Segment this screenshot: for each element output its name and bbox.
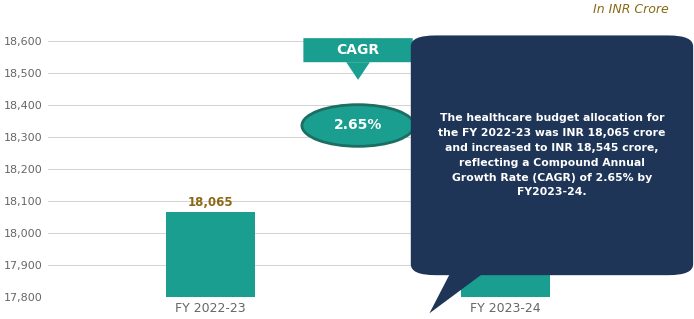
- Text: The healthcare budget allocation for
the FY 2022-23 was INR 18,065 crore
and inc: The healthcare budget allocation for the…: [439, 113, 666, 197]
- Ellipse shape: [302, 105, 414, 146]
- FancyBboxPatch shape: [303, 38, 413, 62]
- Text: In INR Crore: In INR Crore: [593, 4, 668, 16]
- Text: 18,065: 18,065: [187, 197, 233, 210]
- Text: 2.65%: 2.65%: [334, 118, 382, 132]
- Polygon shape: [430, 253, 510, 313]
- Polygon shape: [346, 62, 370, 80]
- FancyBboxPatch shape: [411, 35, 693, 275]
- Bar: [462, 58, 550, 319]
- Bar: [166, 212, 255, 319]
- Text: CAGR: CAGR: [337, 43, 380, 57]
- Text: 18,545: 18,545: [483, 43, 529, 56]
